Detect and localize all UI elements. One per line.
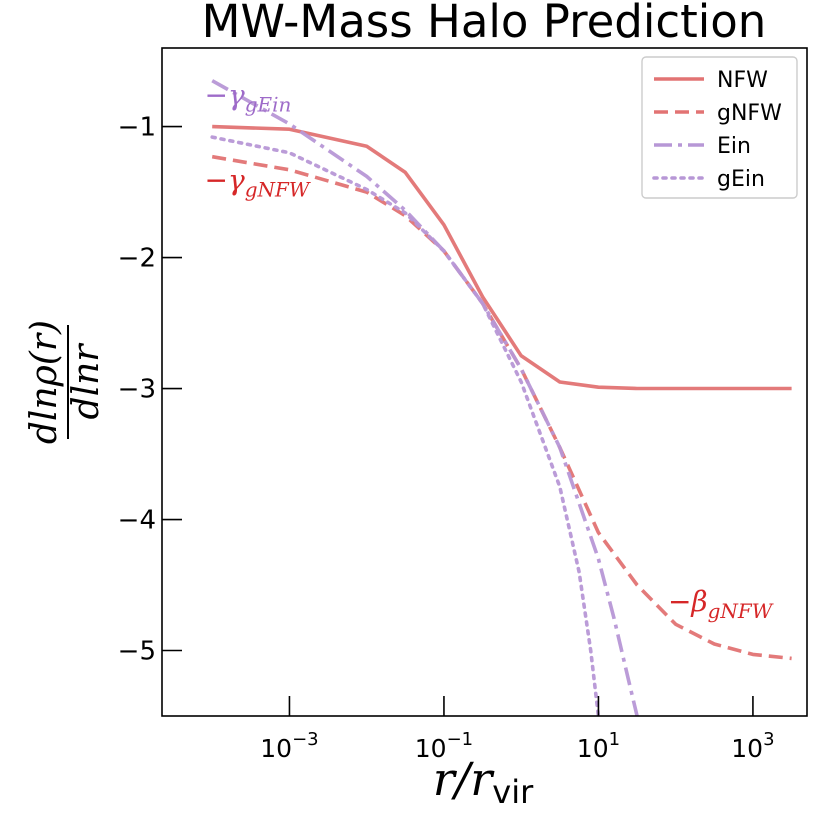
y-tick-label: −4 [118, 506, 156, 536]
annotation-β-gNFW: −βgNFW [668, 585, 774, 623]
y-axis-label-denominator: dlnr [66, 343, 107, 420]
x-axis-label-main: r/r [433, 752, 495, 806]
series-line-gein [210, 135, 601, 716]
annotation-γ-gNFW: −γgNFW [204, 163, 310, 201]
x-axis-label-sub: vir [492, 773, 534, 811]
legend-label-nfw: NFW [717, 68, 768, 93]
axes-frame [161, 47, 808, 717]
x-tick-label: 10−3 [260, 729, 318, 763]
legend-label-gnfw: gNFW [717, 101, 782, 126]
axis-ticks: 10−3 10−1 101 103 −1 −2 −3 −4 −5 [118, 113, 775, 763]
x-axis-label: r/rvir [433, 752, 534, 811]
legend-label-gein: gEin [717, 167, 765, 192]
annotations: −γgEin −γgNFW −βgNFW [204, 78, 773, 623]
annotation-γ-gEin: −γgEin [204, 78, 291, 116]
legend: NFW gNFW Ein gEin [641, 56, 798, 199]
legend-label-ein: Ein [717, 134, 751, 159]
series-line-nfw [212, 124, 792, 391]
chart-title: MW-Mass Halo Prediction [202, 0, 767, 48]
x-tick-label: 103 [731, 729, 774, 763]
legend-frame [641, 56, 798, 199]
y-tick-label: −5 [118, 637, 156, 667]
y-tick-label: −1 [118, 113, 156, 143]
x-tick-label: 10−1 [415, 729, 473, 763]
y-axis-label-numerator: dlnρ(r) [24, 320, 65, 444]
x-tick-label: 101 [577, 729, 620, 763]
y-tick-label: −2 [118, 244, 156, 274]
series-line-ein [211, 79, 639, 716]
svg-text:r/rvir: r/rvir [433, 752, 534, 811]
series-line-gnfw [211, 154, 792, 661]
plot-area [210, 79, 792, 716]
y-tick-label: −3 [118, 375, 156, 405]
y-axis-label: dlnρ(r) dlnr [24, 320, 107, 444]
